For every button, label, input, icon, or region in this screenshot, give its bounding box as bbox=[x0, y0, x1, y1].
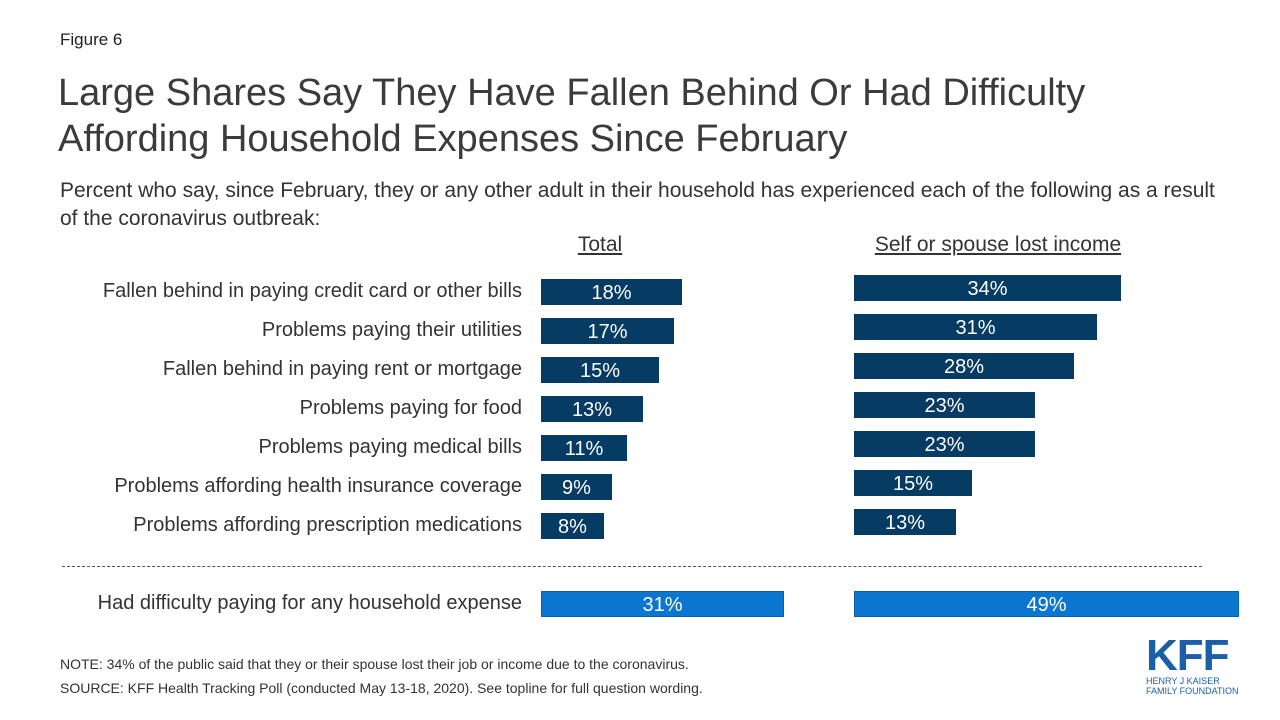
category-label: Problems paying for food bbox=[299, 397, 522, 419]
kff-logo: KFF HENRY J KAISER FAMILY FOUNDATION bbox=[1146, 631, 1239, 697]
column-header-total: Total bbox=[577, 233, 623, 256]
kff-logo-line1: HENRY J KAISER bbox=[1146, 676, 1220, 686]
bar-total: 8% bbox=[541, 513, 604, 539]
bar-self-or-spouse: 23% bbox=[854, 392, 1035, 418]
source-note: SOURCE: KFF Health Tracking Poll (conduc… bbox=[60, 680, 703, 696]
bar-self-or-spouse: 23% bbox=[854, 431, 1035, 457]
bar-total: 13% bbox=[541, 396, 643, 422]
figure-label: Figure 6 bbox=[60, 30, 123, 49]
bar-self-or-spouse: 34% bbox=[854, 275, 1121, 301]
category-label: Problems affording prescription medicati… bbox=[133, 514, 522, 536]
bar-total: 9% bbox=[541, 474, 612, 500]
chart-title: Large Shares Say They Have Fallen Behind… bbox=[58, 72, 1086, 160]
bar-total: 17% bbox=[541, 318, 674, 344]
kff-logo-line2: FAMILY FOUNDATION bbox=[1146, 686, 1239, 696]
category-label: Problems paying medical bills bbox=[258, 436, 522, 458]
bar-self-or-spouse: 28% bbox=[854, 353, 1074, 379]
bar-summary-total: 31% bbox=[541, 591, 784, 617]
dashed-divider bbox=[62, 566, 1202, 567]
chart-subtitle: Percent who say, since February, they or… bbox=[60, 179, 1215, 230]
bar-self-or-spouse: 31% bbox=[854, 314, 1097, 340]
bar-total: 11% bbox=[541, 435, 627, 461]
summary-label: Had difficulty paying for any household … bbox=[97, 592, 522, 614]
kff-logo-mark: KFF bbox=[1146, 631, 1230, 680]
column-header-self-or-spouse: Self or spouse lost income bbox=[874, 233, 1122, 256]
bar-total: 15% bbox=[541, 357, 659, 383]
bar-self-or-spouse: 15% bbox=[854, 470, 972, 496]
bar-total: 18% bbox=[541, 279, 682, 305]
footnote: NOTE: 34% of the public said that they o… bbox=[60, 656, 689, 672]
category-label: Fallen behind in paying credit card or o… bbox=[102, 280, 522, 302]
category-label: Problems affording health insurance cove… bbox=[114, 475, 522, 497]
bar-self-or-spouse: 13% bbox=[854, 509, 956, 535]
bar-summary-self-or-spouse: 49% bbox=[854, 591, 1239, 617]
category-label: Problems paying their utilities bbox=[261, 319, 522, 341]
category-label: Fallen behind in paying rent or mortgage bbox=[162, 358, 522, 380]
